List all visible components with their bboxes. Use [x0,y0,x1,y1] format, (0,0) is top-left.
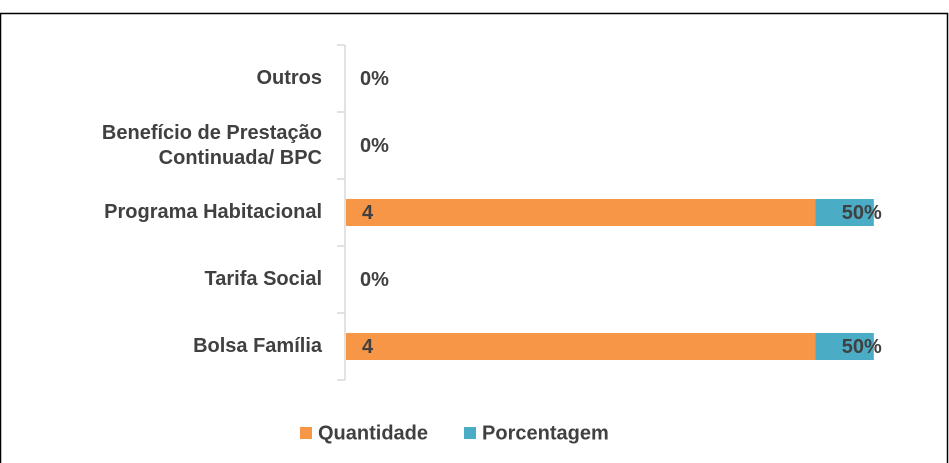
legend-swatch [300,427,312,439]
value-label: 4 [362,202,374,224]
legend-label: Porcentagem [482,422,609,444]
bar-segment [346,333,816,360]
bar-segment [346,199,816,226]
value-label: 0% [360,135,389,157]
legend-label: Quantidade [318,422,428,444]
bar-segment [815,199,874,226]
value-label: 0% [360,68,389,90]
bar-segment [815,333,874,360]
category-label: Benefício de Prestação Continuada/ BPC [101,121,322,169]
category-label: Tarifa Social [204,268,322,290]
value-label: 0% [360,269,389,291]
category-label: Bolsa Família [193,335,322,357]
category-label: Programa Habitacional [104,201,322,223]
value-label: 50% [842,336,882,358]
frame [0,12,949,463]
legend-swatch [464,427,477,439]
category-label: Outros [256,67,322,89]
value-label: 4 [362,336,374,358]
value-label: 50% [842,202,882,224]
